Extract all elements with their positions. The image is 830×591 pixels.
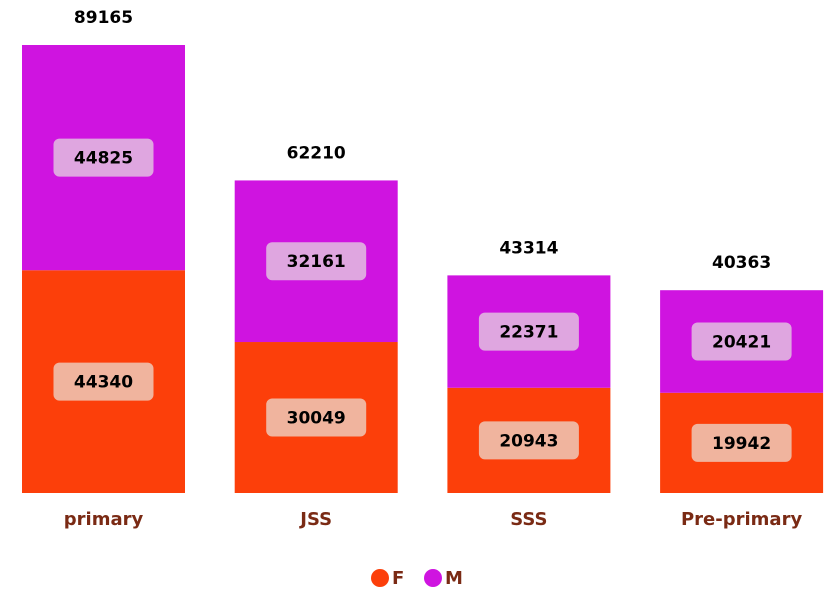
category-label: JSS: [298, 509, 332, 530]
value-label: 44340: [74, 373, 133, 393]
legend-label: F: [392, 568, 404, 589]
value-label-box: [691, 423, 792, 462]
value-label: 19942: [712, 434, 771, 454]
total-label: 62210: [287, 143, 346, 163]
value-label-box: [691, 322, 792, 361]
value-label-box: [478, 421, 579, 460]
value-label: 44825: [74, 149, 133, 169]
value-label-box: [53, 138, 154, 177]
value-label: 20943: [499, 431, 558, 451]
value-label-box: [53, 362, 154, 401]
total-label: 43314: [499, 238, 558, 258]
value-label-box: [266, 398, 367, 437]
value-label: 20421: [712, 333, 771, 353]
category-label: primary: [64, 509, 144, 530]
legend-label: M: [445, 568, 463, 589]
total-label: 40363: [712, 253, 771, 273]
category-label: SSS: [510, 509, 547, 530]
category-label: Pre-primary: [681, 509, 802, 530]
value-label-box: [478, 312, 579, 351]
value-label: 22371: [499, 323, 558, 343]
value-label-box: [266, 242, 367, 281]
legend-swatch: [424, 569, 442, 587]
legend-swatch: [371, 569, 389, 587]
value-label: 30049: [287, 409, 346, 429]
value-label: 32161: [287, 252, 346, 272]
total-label: 89165: [74, 8, 133, 28]
